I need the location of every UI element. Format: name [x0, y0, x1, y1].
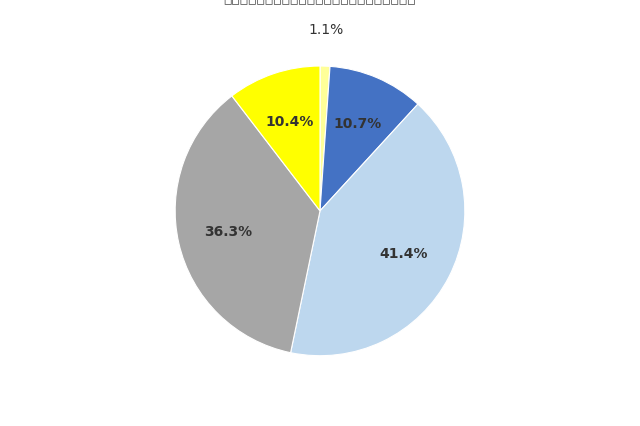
Title: オンライン学習時の通信環境に満足していますか。: オンライン学習時の通信環境に満足していますか。	[224, 0, 416, 5]
Text: 36.3%: 36.3%	[204, 225, 252, 239]
Wedge shape	[291, 104, 465, 356]
Wedge shape	[232, 66, 320, 211]
Wedge shape	[320, 66, 330, 211]
Wedge shape	[320, 66, 418, 211]
Wedge shape	[175, 96, 320, 353]
Text: 10.4%: 10.4%	[266, 115, 314, 129]
Text: 1.1%: 1.1%	[308, 23, 344, 37]
Text: 41.4%: 41.4%	[380, 247, 428, 261]
Text: 10.7%: 10.7%	[333, 118, 381, 131]
